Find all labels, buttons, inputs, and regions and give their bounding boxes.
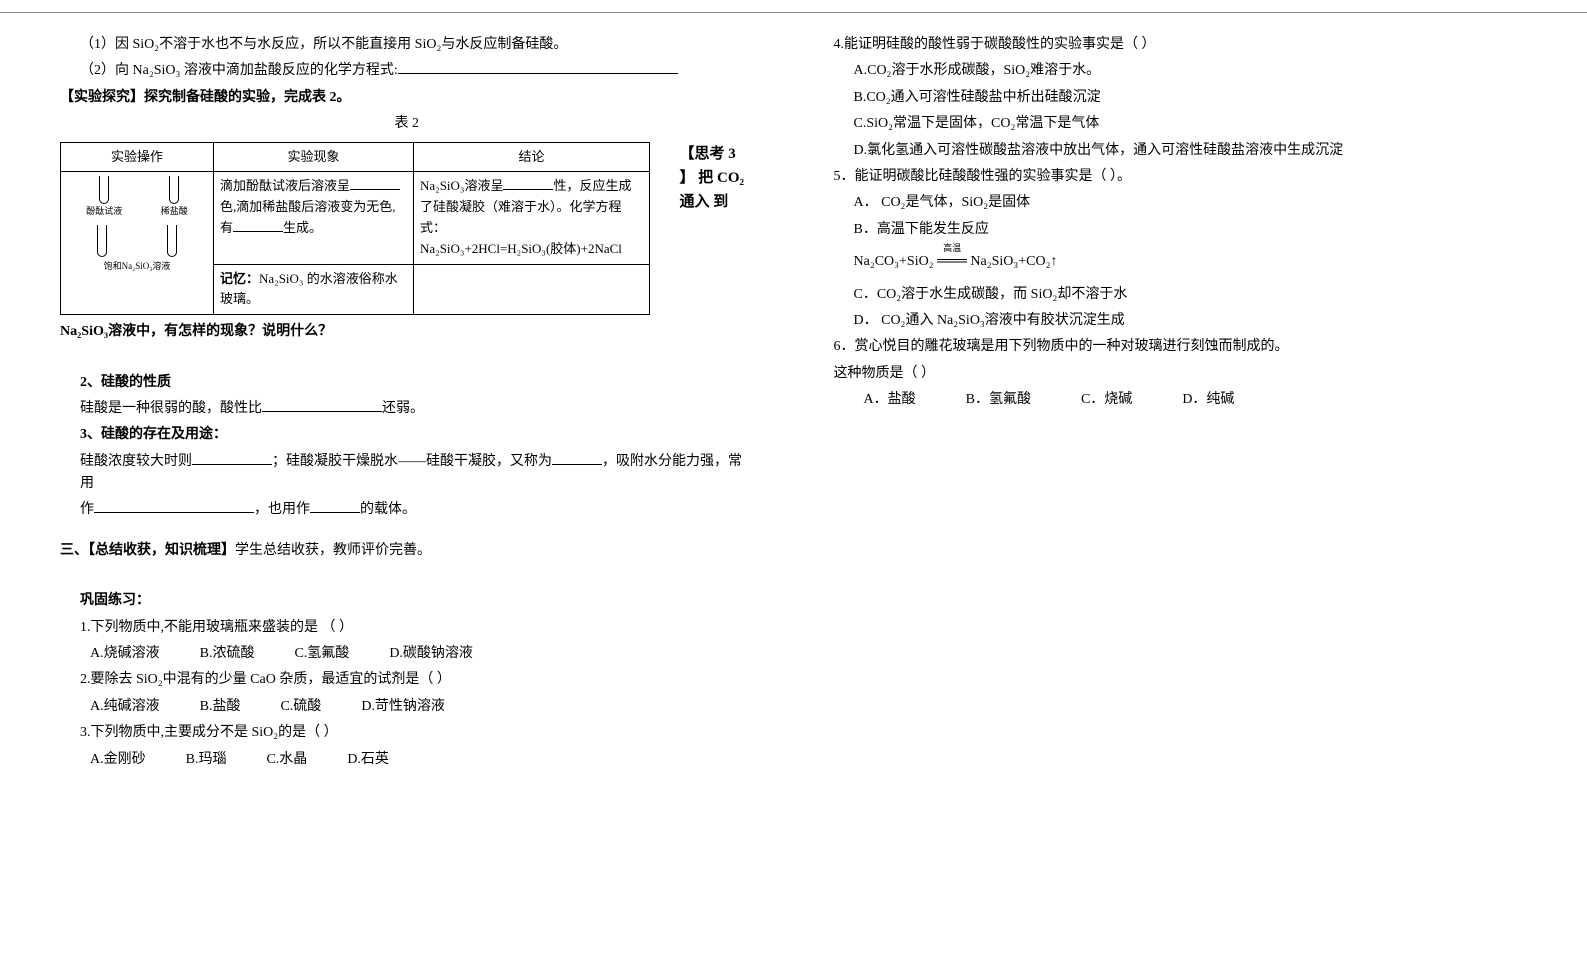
eq-cond: 高温 — [943, 241, 961, 255]
table-caption: 表 2 — [60, 113, 754, 135]
left-column: （1）因 SiO₂不溶于水也不与水反应，所以不能直接用 SiO₂与水反应制备硅酸… — [60, 30, 794, 938]
q3-opts: A.金刚砂 B.玛瑙 C.水晶 D.石英 — [60, 749, 754, 771]
q5a[interactable]: A． CO₂是气体，SiO₂是固体 — [834, 192, 1528, 214]
para-2-text: （2）向 Na₂SiO₃ 溶液中滴加盐酸反应的化学方程式: — [80, 63, 398, 78]
sec2-body: 硅酸是一种很弱的酸，酸性比还弱。 — [60, 398, 754, 420]
summary: 三、【总结收获，知识梳理】学生总结收获，教师评价完善。 — [60, 540, 754, 562]
q3-d[interactable]: D.石英 — [347, 749, 389, 771]
cell-diagram: 酚酞试液 稀盐酸 饱和Na₂SiO₃溶液 — [61, 172, 214, 315]
q2-c[interactable]: C.硫酸 — [280, 696, 321, 718]
q5: 5．能证明碳酸比硅酸酸性强的实验事实是（ ）。 — [834, 166, 1528, 188]
blank-c3[interactable] — [503, 177, 553, 190]
cell-conc-a: Na₂SiO₃溶液呈性，反应生成了硅酸凝胶（难溶于水）。化学方程式： Na₂Si… — [414, 172, 650, 264]
right-column: 4.能证明硅酸的酸性弱于碳酸酸性的实验事实是（ ） A.CO₂溶于水形成碳酸，S… — [794, 30, 1528, 938]
float-think: 【思考 3 】 把 CO₂ 通入 到 — [674, 142, 754, 214]
lbl-top1: 酚酞试液 — [86, 204, 122, 218]
q6: 6．赏心悦目的雕花玻璃是用下列物质中的一种对玻璃进行刻蚀而制成的。 — [834, 336, 1528, 358]
q6-b[interactable]: B．氢氟酸 — [966, 389, 1031, 411]
blank-s2[interactable] — [262, 398, 382, 412]
q5c[interactable]: C．CO₂溶于水生成碳酸，而 SiO₂却不溶于水 — [834, 284, 1528, 306]
q6-a[interactable]: A．盐酸 — [864, 389, 916, 411]
q6-opts: A．盐酸 B．氢氟酸 C．烧碱 D．纯碱 — [834, 389, 1528, 411]
q1-a[interactable]: A.烧碱溶液 — [90, 643, 160, 665]
para-2: （2）向 Na₂SiO₃ 溶液中滴加盐酸反应的化学方程式: — [60, 60, 754, 82]
q6-2: 这种物质是（ ） — [834, 363, 1528, 385]
q4c[interactable]: C.SiO₂常温下是固体，CO₂常温下是气体 — [834, 113, 1528, 135]
blank-s3b[interactable] — [552, 451, 602, 465]
q2-opts: A.纯碱溶液 B.盐酸 C.硫酸 D.苛性钠溶液 — [60, 696, 754, 718]
q-below: Na₂SiO₃溶液中，有怎样的现象？说明什么？ — [60, 321, 754, 343]
sec3-title: 3、硅酸的存在及用途： — [60, 424, 754, 446]
q5-eq: Na₂CO₃+SiO₂ 高温═══ Na₂SiO₃+CO₂↑ — [854, 251, 1528, 273]
q1: 1.下列物质中,不能用玻璃瓶来盛装的是 （ ） — [60, 617, 754, 639]
th-phen: 实验现象 — [214, 142, 414, 172]
exp-title: 【实验探究】探究制备硅酸的实验，完成表 2。 — [60, 87, 754, 109]
q1-opts: A.烧碱溶液 B.浓硫酸 C.氢氟酸 D.碳酸钠溶液 — [60, 643, 754, 665]
q6-d[interactable]: D．纯碱 — [1182, 389, 1234, 411]
q3-a[interactable]: A.金刚砂 — [90, 749, 146, 771]
lbl-bot: 饱和Na₂SiO₃溶液 — [67, 259, 207, 273]
q1-c[interactable]: C.氢氟酸 — [294, 643, 349, 665]
q3: 3.下列物质中,主要成分不是 SiO₂的是（ ） — [60, 722, 754, 744]
experiment-table: 实验操作 实验现象 结论 酚酞试液 稀盐酸 — [60, 142, 650, 316]
q4: 4.能证明硅酸的酸性弱于碳酸酸性的实验事实是（ ） — [834, 34, 1528, 56]
th-op: 实验操作 — [61, 142, 214, 172]
para-1: （1）因 SiO₂不溶于水也不与水反应，所以不能直接用 SiO₂与水反应制备硅酸… — [60, 34, 754, 56]
blank-eq[interactable] — [398, 60, 678, 74]
lbl-top2: 稀盐酸 — [161, 204, 188, 218]
q1-b[interactable]: B.浓硫酸 — [200, 643, 255, 665]
practice-title: 巩固练习： — [60, 590, 754, 612]
q2: 2.要除去 SiO₂中混有的少量 CaO 杂质，最适宜的试剂是（ ） — [60, 669, 754, 691]
q4a[interactable]: A.CO₂溶于水形成碳酸，SiO₂难溶于水。 — [834, 60, 1528, 82]
top-rule — [0, 12, 1587, 13]
th-conc: 结论 — [414, 142, 650, 172]
q5b[interactable]: B．高温下能发生反应 — [834, 219, 1528, 241]
cell-mem: 记忆：Na₂SiO₃ 的水溶液俗称水玻璃。 — [214, 264, 414, 315]
sec2-title: 2、硅酸的性质 — [60, 372, 754, 394]
q4d[interactable]: D.氯化氢通入可溶性碳酸盐溶液中放出气体，通入可溶性硅酸盐溶液中生成沉淀 — [834, 140, 1528, 162]
q3-b[interactable]: B.玛瑙 — [186, 749, 227, 771]
eq-text: Na₂SiO₃+2HCl=H₂SiO₃(胶体)+2NaCl — [420, 241, 622, 256]
blank-s3c[interactable] — [94, 499, 254, 513]
q1-d[interactable]: D.碳酸钠溶液 — [389, 643, 473, 665]
tube-diagram: 酚酞试液 稀盐酸 饱和Na₂SiO₃溶液 — [67, 176, 207, 296]
sec3-body1: 硅酸浓度较大时则；硅酸凝胶干燥脱水——硅酸干凝胶，又称为，吸附水分能力强，常用 — [60, 451, 754, 496]
sec3-body2: 作，也用作的载体。 — [60, 499, 754, 521]
q3-c[interactable]: C.水晶 — [266, 749, 307, 771]
blank-c2[interactable] — [233, 219, 283, 232]
float-think-text: 【思考 3 】 把 CO₂ 通入 到 — [680, 146, 745, 210]
q5d[interactable]: D． CO₂通入 Na₂SiO₃溶液中有胶状沉淀生成 — [834, 310, 1528, 332]
q4b[interactable]: B.CO₂通入可溶性硅酸盐中析出硅酸沉淀 — [834, 87, 1528, 109]
q2-b[interactable]: B.盐酸 — [200, 696, 241, 718]
cell-phen-a: 滴加酚酞试液后溶液呈色,滴加稀盐酸后溶液变为无色,有生成。 — [214, 172, 414, 264]
blank-s3a[interactable] — [192, 451, 272, 465]
q6-c[interactable]: C．烧碱 — [1081, 389, 1132, 411]
q2-d[interactable]: D.苛性钠溶液 — [361, 696, 445, 718]
q2-a[interactable]: A.纯碱溶液 — [90, 696, 160, 718]
blank-s3d[interactable] — [310, 499, 360, 513]
blank-c1[interactable] — [350, 177, 400, 190]
cell-empty — [414, 264, 650, 315]
